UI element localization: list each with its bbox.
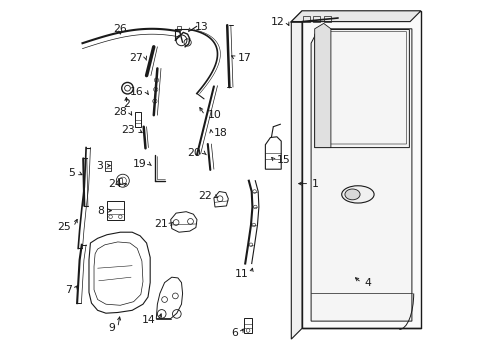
Bar (302, 16, 309, 22)
Polygon shape (314, 23, 330, 148)
Text: 22: 22 (198, 191, 212, 201)
Text: 27: 27 (129, 53, 142, 63)
Text: 28: 28 (113, 107, 127, 117)
Text: 19: 19 (132, 159, 146, 169)
Text: 3: 3 (96, 161, 103, 171)
Bar (107, 201, 124, 220)
Text: 12: 12 (270, 17, 284, 27)
Text: 7: 7 (65, 285, 72, 295)
Bar (323, 16, 330, 22)
Text: 6: 6 (231, 328, 238, 338)
Text: 18: 18 (214, 128, 227, 138)
Text: 16: 16 (130, 87, 143, 97)
Text: 11: 11 (234, 269, 247, 279)
Text: 2: 2 (122, 99, 130, 109)
Text: 15: 15 (277, 155, 290, 165)
Ellipse shape (341, 186, 373, 203)
Text: 24: 24 (108, 179, 122, 189)
Text: 5: 5 (68, 168, 75, 178)
Polygon shape (302, 11, 420, 328)
Bar (177, 26, 181, 30)
Bar (118, 178, 122, 184)
Bar (312, 16, 320, 22)
Text: 20: 20 (187, 148, 201, 158)
Polygon shape (291, 11, 420, 22)
Bar (244, 318, 251, 333)
Text: 10: 10 (207, 110, 221, 120)
Polygon shape (291, 11, 302, 339)
Text: 1: 1 (311, 179, 318, 189)
Text: 14: 14 (142, 315, 156, 325)
Text: 8: 8 (97, 206, 104, 216)
Text: 21: 21 (154, 219, 167, 229)
Text: 4: 4 (364, 278, 370, 288)
Bar (104, 161, 110, 171)
Text: 26: 26 (113, 24, 127, 34)
Ellipse shape (344, 189, 359, 200)
Text: 25: 25 (57, 222, 70, 232)
Text: 9: 9 (108, 323, 115, 333)
Text: 23: 23 (122, 125, 135, 135)
Text: 13: 13 (195, 22, 208, 32)
Text: 17: 17 (237, 53, 251, 63)
Polygon shape (310, 29, 411, 321)
Bar (134, 112, 141, 127)
